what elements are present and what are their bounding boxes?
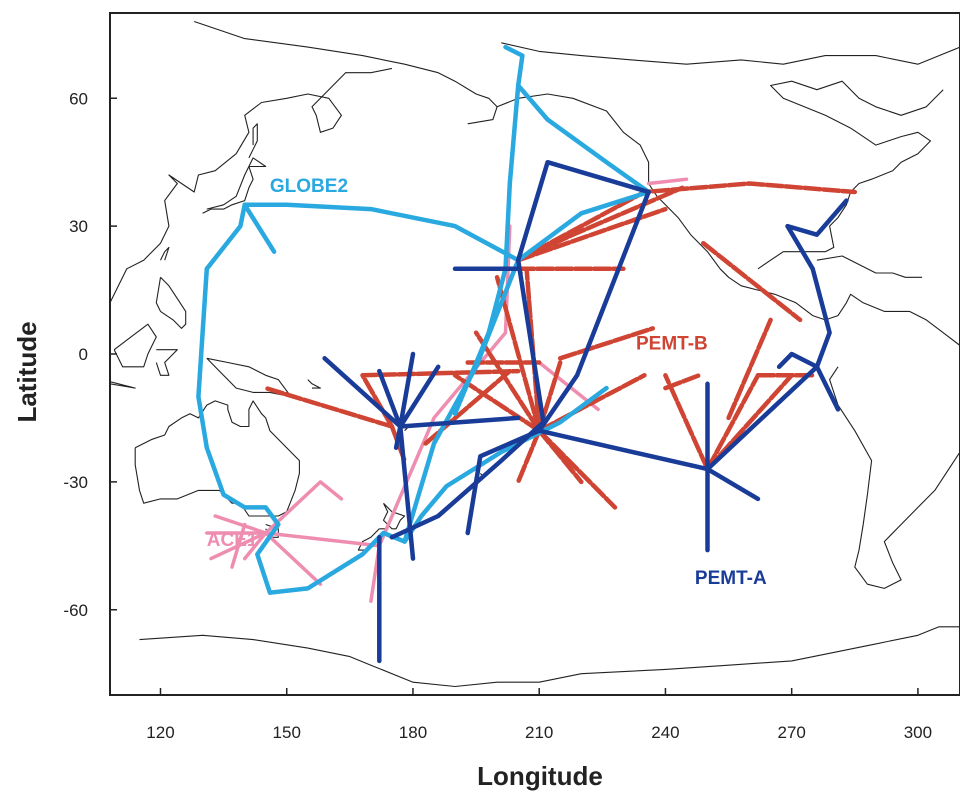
coastline <box>194 20 498 125</box>
x-tick-label: 240 <box>651 723 679 742</box>
track-pemt-b <box>515 206 668 263</box>
track-pemt-a <box>322 356 403 429</box>
track-ace1 <box>263 480 344 535</box>
track-ace1 <box>242 531 268 561</box>
coastline <box>382 502 406 530</box>
track-pemt-b <box>557 326 656 361</box>
coastline <box>110 67 393 305</box>
track-pemt-b <box>515 185 685 263</box>
coastline <box>113 323 157 368</box>
track-pemt-a <box>389 257 546 540</box>
y-tick-label: -30 <box>63 473 88 492</box>
track-pemt-a <box>398 415 521 429</box>
coastline <box>496 93 960 346</box>
track-pemt-a <box>814 364 841 412</box>
label-ace1: ACE1 <box>207 530 258 551</box>
x-axis-ticks: 120 150 180 210 240 270 300 <box>146 688 932 742</box>
track-pemt-a <box>785 198 849 370</box>
label-globe2: GLOBE2 <box>270 176 348 197</box>
coastline <box>248 123 258 159</box>
track-ace1 <box>263 531 382 548</box>
x-axis-title: Longitude <box>477 761 603 791</box>
coastline <box>134 400 300 517</box>
track-pemt-b <box>536 428 584 485</box>
track-pemt-b <box>515 181 858 263</box>
x-tick-label: 210 <box>525 723 553 742</box>
track-pemt-a <box>515 159 651 263</box>
track-labels: GLOBE2 PEMT-B ACE1 PEMT-A <box>207 176 767 589</box>
track-pemt-b <box>515 428 542 485</box>
track-pemt-b <box>663 373 710 472</box>
track-ace1 <box>213 514 268 535</box>
track-pemt-a <box>536 189 651 433</box>
coastline <box>757 80 944 270</box>
y-tick-label: 60 <box>69 89 88 108</box>
track-ace1 <box>263 531 323 586</box>
coastline <box>501 42 960 65</box>
x-tick-label: 300 <box>904 723 932 742</box>
x-tick-label: 120 <box>146 723 174 742</box>
track-globe2 <box>196 44 651 595</box>
track-pemt-b <box>726 317 773 421</box>
track-pemt-a <box>536 428 710 472</box>
track-pemt-a <box>705 466 761 502</box>
coastline <box>155 276 187 329</box>
x-tick-label: 180 <box>399 723 427 742</box>
coastline <box>160 246 170 261</box>
track-pemt-a <box>465 428 542 536</box>
track-pemt-b <box>473 330 542 433</box>
track-globe2 <box>242 202 277 254</box>
coastline <box>110 381 136 389</box>
coastline <box>816 255 923 278</box>
track-pemt-b <box>263 385 395 429</box>
track-pemt-b <box>494 275 542 433</box>
track-pemt-a <box>705 364 820 472</box>
coastline <box>829 366 960 589</box>
y-tick-label: 30 <box>69 217 88 236</box>
y-axis-ticks: 60 30 0 -30 -60 <box>63 89 117 620</box>
track-globe2 <box>402 257 521 544</box>
label-pemt-a: PEMT-A <box>695 568 767 589</box>
label-pemt-b: PEMT-B <box>636 334 708 355</box>
track-pemt-a <box>398 364 441 429</box>
coastline <box>307 379 321 389</box>
track-pemt-a <box>398 351 416 429</box>
track-pemt-a <box>377 368 403 429</box>
coastline <box>155 349 178 376</box>
x-tick-label: 270 <box>777 723 805 742</box>
y-axis-title: Latitude <box>12 321 42 422</box>
coastline <box>139 626 960 688</box>
track-ace1 <box>230 522 247 569</box>
track-pemt-a <box>393 424 403 451</box>
coastline <box>202 157 267 214</box>
track-pemt-a <box>776 351 820 370</box>
y-tick-label: -60 <box>63 601 88 620</box>
track-ace1 <box>646 177 689 186</box>
x-tick-label: 150 <box>273 723 301 742</box>
cruise-track-layer <box>196 44 858 664</box>
track-pemt-a <box>398 424 416 561</box>
track-pemt-b <box>705 373 761 472</box>
coastline-layer <box>110 20 960 688</box>
track-pemt-b <box>701 240 803 323</box>
y-tick-label: 0 <box>79 345 88 364</box>
